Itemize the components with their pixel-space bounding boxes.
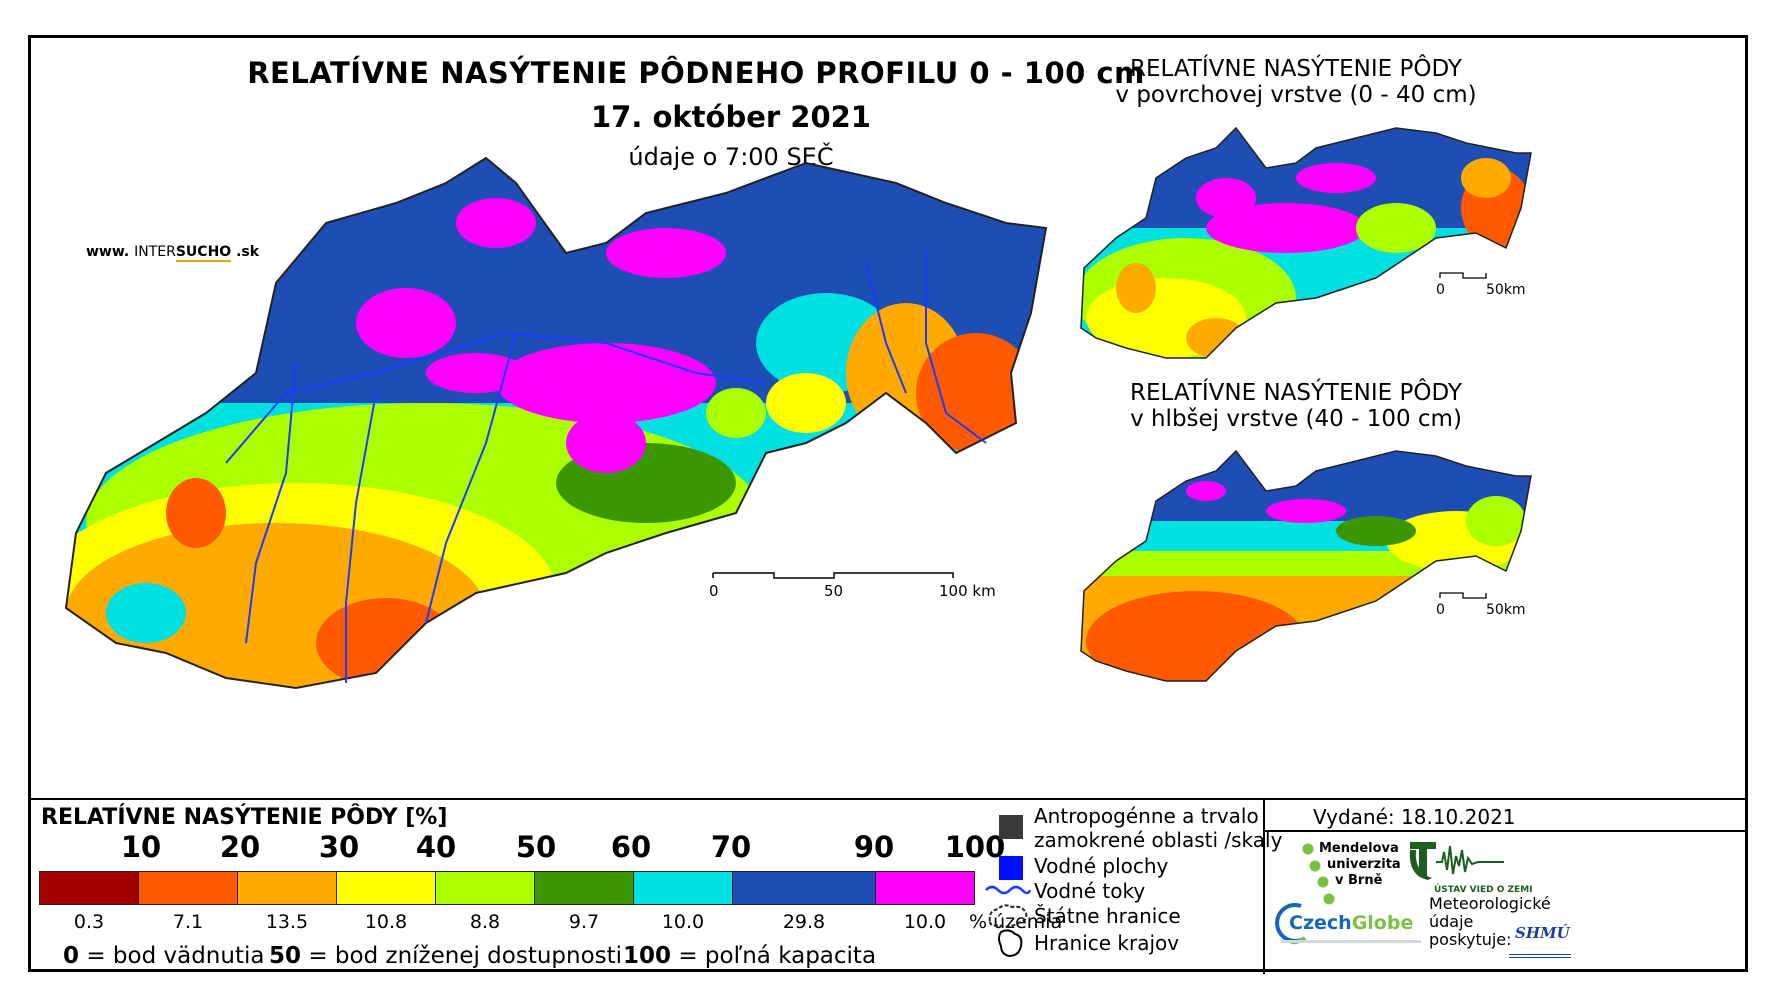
ustav-name: ÚSTAV VIED O ZEMI [1434, 885, 1533, 895]
shmu-logo: SHMÚ [1509, 924, 1571, 958]
legend-share-0: 0.3 [73, 911, 105, 933]
legend-swatch-1 [138, 871, 238, 905]
site-brand-b: SUCHO [175, 244, 232, 262]
note-100-num: 100 [623, 943, 672, 969]
key-state-border: Štátne hranice [1034, 904, 1181, 928]
note-wilting-point: 0 = bod vädnutia [63, 943, 264, 969]
surface-map-title-2: v povrchovej vrstve (0 - 40 cm) [1115, 82, 1477, 108]
legend-share-2: 13.5 [265, 911, 309, 933]
deep-map-title-1: RELATÍVNE NASÝTENIE PÔDY [1130, 380, 1462, 406]
key-water-bodies: Vodné plochy [1034, 854, 1169, 878]
legend-share-8: 10.0 [903, 911, 947, 933]
site-prefix: www. [86, 244, 130, 260]
legend-panel: RELATÍVNE NASÝTENIE PÔDY [%] 10 20 30 40… [31, 798, 1745, 974]
water-body-symbol [999, 856, 1023, 880]
legend-share-7: 29.8 [782, 911, 826, 933]
note-100-text: = poľná kapacita [678, 943, 877, 969]
legend-swatch-6 [633, 871, 733, 905]
meteo-provider-1: Meteorologické [1429, 894, 1551, 913]
legend-swatch-4 [435, 871, 535, 905]
mendelu-name-1: Mendelova [1319, 841, 1399, 856]
legend-swatch-3 [336, 871, 436, 905]
legend-share-5: 9.7 [568, 911, 600, 933]
site-brand: INTERSUCHO [134, 244, 236, 262]
note-field-capacity: 100 = poľná kapacita [623, 943, 876, 969]
legend-title: RELATÍVNE NASÝTENIE PÔDY [%] [41, 805, 448, 830]
mendelu-name-2: univerzita [1327, 857, 1401, 872]
legend-swatch-8 [875, 871, 975, 905]
deep-map-title-2: v hlbšej vrstve (40 - 100 cm) [1130, 406, 1462, 432]
note-50-text: = bod zníženej dostupnosti [308, 943, 623, 969]
site-brand-a: INTER [134, 244, 176, 260]
surface-scale-end: 50km [1486, 282, 1526, 298]
main-scale-end: 100 km [939, 582, 996, 600]
legend-share-6: 10.0 [661, 911, 705, 933]
legend-swatch-2 [237, 871, 337, 905]
deep-scale-zero: 0 [1436, 602, 1445, 618]
legend-tick-60: 60 [610, 830, 652, 864]
river-icon [985, 885, 1032, 895]
legend-separator [1263, 800, 1265, 974]
key-region-border: Hranice krajov [1034, 931, 1180, 955]
legend-swatch-0 [39, 871, 139, 905]
meteo-provider-2: údaje [1429, 912, 1474, 931]
key-anthropogenic-2: zamokrené oblasti /skaly [1034, 828, 1283, 852]
key-rivers: Vodné toky [1034, 879, 1146, 903]
legend-tick-10: 10 [120, 830, 162, 864]
note-reduced-availability: 50 = bod zníženej dostupnosti [269, 943, 622, 969]
legend-share-3: 10.8 [364, 911, 408, 933]
map-title: RELATÍVNE NASÝTENIE PÔDNEHO PROFILU 0 - … [247, 56, 1145, 90]
key-anthropogenic-1: Antropogénne a trvalo [1034, 804, 1259, 828]
surface-scale-zero: 0 [1436, 282, 1445, 298]
note-0-text: = bod vädnutia [86, 943, 265, 969]
deep-layer-map [1080, 449, 1532, 682]
legend-tick-40: 40 [415, 830, 457, 864]
issued-date: Vydané: 18.10.2021 [1313, 805, 1516, 829]
deep-scale-bar [1439, 592, 1487, 599]
website-link[interactable]: www. INTERSUCHO .sk [86, 244, 260, 262]
main-scale-zero: 0 [709, 582, 719, 600]
surface-scale-bar [1439, 272, 1487, 279]
map-date: 17. október 2021 [590, 100, 871, 134]
ustav-vied-o-zemi-logo-icon [1409, 842, 1504, 880]
meteo-provider-3: poskytuje: [1429, 930, 1512, 949]
czechglobe-name: CzechGlobe [1289, 912, 1413, 934]
surface-layer-map [1080, 126, 1532, 359]
site-suffix: .sk [236, 244, 260, 260]
legend-share-unit: % územia [969, 911, 1063, 933]
state-border-icon [988, 904, 1028, 928]
legend-tick-90: 90 [853, 830, 895, 864]
map-frame: RELATÍVNE NASÝTENIE PÔDNEHO PROFILU 0 - … [28, 35, 1748, 974]
legend-swatch-5 [534, 871, 634, 905]
legend-tick-30: 30 [318, 830, 360, 864]
legend-share-1: 7.1 [172, 911, 204, 933]
main-scale-bar [712, 572, 954, 579]
mendelu-name-3: v Brně [1335, 873, 1383, 888]
anthropogenic-area-symbol [999, 815, 1023, 839]
main-soil-saturation-map [64, 156, 1048, 690]
legend-tick-20: 20 [219, 830, 261, 864]
czechglobe-name-b: Globe [1351, 912, 1414, 934]
issued-separator [1263, 830, 1745, 832]
legend-tick-50: 50 [515, 830, 557, 864]
czechglobe-tagline-bar [1281, 940, 1421, 943]
deep-scale-end: 50km [1486, 602, 1526, 618]
shmu-name: SHMÚ [1515, 924, 1570, 942]
legend-tick-70: 70 [710, 830, 752, 864]
note-50-num: 50 [269, 943, 302, 969]
note-0-num: 0 [63, 943, 80, 969]
legend-tick-100: 100 [944, 830, 1006, 864]
legend-swatch-7 [732, 871, 876, 905]
czechglobe-name-a: Czech [1289, 912, 1352, 934]
mendelu-logo-icon [1302, 843, 1335, 905]
main-scale-mid: 50 [824, 582, 844, 600]
surface-map-title-1: RELATÍVNE NASÝTENIE PÔDY [1130, 56, 1462, 82]
legend-share-4: 8.8 [469, 911, 501, 933]
region-border-icon [998, 929, 1023, 958]
